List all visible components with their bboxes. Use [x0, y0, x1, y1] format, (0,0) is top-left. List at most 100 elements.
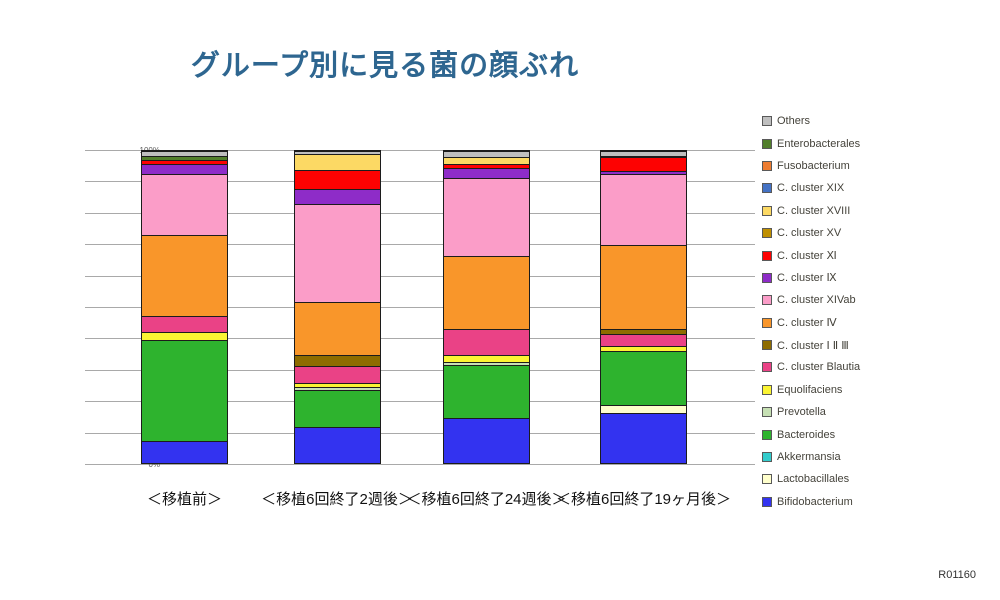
bar-segment [142, 174, 227, 236]
legend-item: C. cluster Ⅸ [762, 267, 860, 289]
chart-title: グループ別に見る菌の顔ぶれ [190, 50, 580, 82]
stacked-bar-2 [293, 150, 381, 464]
bar-segment [142, 155, 227, 161]
legend-swatch-icon [762, 340, 772, 351]
legend-item: C. cluster Ⅰ Ⅱ Ⅲ [762, 334, 860, 356]
x-label-4: ＜移植6回終了19ヶ月後＞ [555, 491, 732, 508]
bar-segment [294, 204, 380, 303]
bar-segment [601, 350, 686, 406]
legend-item: Equolifaciens [762, 379, 860, 401]
legend-swatch-icon [762, 474, 772, 485]
legend-label: Equolifaciens [777, 383, 843, 396]
legend-swatch-icon [762, 496, 772, 507]
legend-label: C. cluster XVIII [777, 204, 851, 217]
bar-segment [294, 366, 380, 384]
bar-segment [142, 316, 227, 332]
legend-swatch-icon [762, 250, 772, 261]
bar-segment [601, 413, 686, 463]
gridline-20 [85, 401, 755, 403]
legend-item: C. cluster XVIII [762, 200, 860, 222]
bar-segment [444, 163, 529, 169]
legend-item: Akkermansia [762, 446, 860, 468]
gridline-80 [85, 212, 755, 214]
bar-segment [142, 235, 227, 317]
legend-swatch-icon [762, 452, 772, 463]
bar-segment [142, 339, 227, 442]
bar-segment [294, 383, 380, 387]
legend-swatch-icon [762, 295, 772, 306]
legend-label: Lactobacillales [777, 473, 850, 486]
gridline-50 [85, 307, 755, 308]
legend-item: C. cluster XIVab [762, 289, 860, 311]
legend-item: C. cluster Ⅳ [762, 312, 860, 334]
legend-label: Others [777, 115, 811, 128]
legend-swatch-icon [762, 205, 772, 216]
bar-segment [294, 151, 380, 155]
slide-code: R01160 [938, 569, 976, 581]
bar-segment [601, 333, 686, 347]
chart-legend: Others Enterobacterales Fusobacterium C. cl… [762, 110, 860, 513]
bar-segment [601, 151, 686, 156]
bar-segment [444, 417, 529, 463]
bar-segment [444, 255, 529, 329]
bar-segment [444, 157, 529, 164]
legend-swatch-icon [762, 183, 772, 194]
legend-item: C. cluster Ⅺ [762, 244, 860, 266]
bar-segment [601, 346, 686, 351]
bar-segment [142, 331, 227, 340]
legend-label: C. cluster XIVab [777, 294, 856, 307]
legend-label: Fusobacterium [777, 159, 850, 172]
stacked-bar-4 [600, 150, 687, 464]
legend-item: Fusobacterium [762, 155, 860, 177]
legend-item: Prevotella [762, 401, 860, 423]
bar-segment [601, 405, 686, 414]
legend-item: Enterobacterales [762, 132, 860, 154]
legend-swatch-icon [762, 384, 772, 395]
x-axis-labels: ＜移植前＞ ＜移植6回終了2週後＞ ＜移植6回終了24週後＞ ＜移植6回終了19ヶ月後… [0, 488, 770, 512]
y-tick-0: 0% [148, 460, 160, 469]
bar-segment [142, 441, 227, 463]
bar-segment [142, 160, 227, 164]
bar-segment [444, 328, 529, 356]
bar-segment [294, 355, 380, 367]
bar-segment [444, 355, 529, 362]
legend-item: C. cluster XIX [762, 177, 860, 199]
bar-segment [294, 389, 380, 428]
x-label-1: ＜移植前＞ [146, 491, 223, 508]
gridline-40 [85, 338, 755, 340]
legend-item: Bifidobacterium [762, 491, 860, 513]
bar-segment [294, 302, 380, 356]
bar-segment [294, 386, 380, 390]
legend-label: C. cluster Blautia [777, 361, 861, 374]
bar-segment [142, 163, 227, 175]
bar-segment [601, 157, 686, 172]
legend-label: Bifidobacterium [777, 495, 853, 508]
legend-label: C. cluster XIX [777, 182, 845, 195]
legend-swatch-icon [762, 228, 772, 239]
gridline-90 [85, 181, 755, 183]
gridline-30 [85, 369, 755, 371]
legend-label: Akkermansia [777, 451, 841, 464]
gridline-10 [85, 432, 755, 434]
bar-segment [294, 188, 380, 205]
bar-segment [444, 151, 529, 158]
bar-segment [444, 168, 529, 178]
legend-label: Enterobacterales [777, 137, 861, 150]
x-label-2: ＜移植6回終了2週後＞ [261, 491, 413, 508]
bar-segment [444, 177, 529, 256]
stacked-bar-3 [443, 150, 530, 464]
legend-swatch-icon [762, 407, 772, 418]
legend-label: C. cluster Ⅰ Ⅱ Ⅲ [777, 339, 849, 352]
legend-swatch-icon [762, 362, 772, 373]
bar-segment [444, 364, 529, 418]
legend-swatch-icon [762, 317, 772, 328]
legend-item: Others [762, 110, 860, 132]
bar-segment [601, 174, 686, 245]
legend-item: Bacteroides [762, 423, 860, 445]
legend-label: C. cluster Ⅳ [777, 317, 837, 330]
legend-swatch-icon [762, 272, 772, 283]
gridline-60 [85, 275, 755, 277]
plot-area: 0%10%20%30%40%50%60%70%80%90%100% [85, 146, 755, 469]
legend-swatch-icon [762, 116, 772, 127]
bar-segment [142, 151, 227, 156]
